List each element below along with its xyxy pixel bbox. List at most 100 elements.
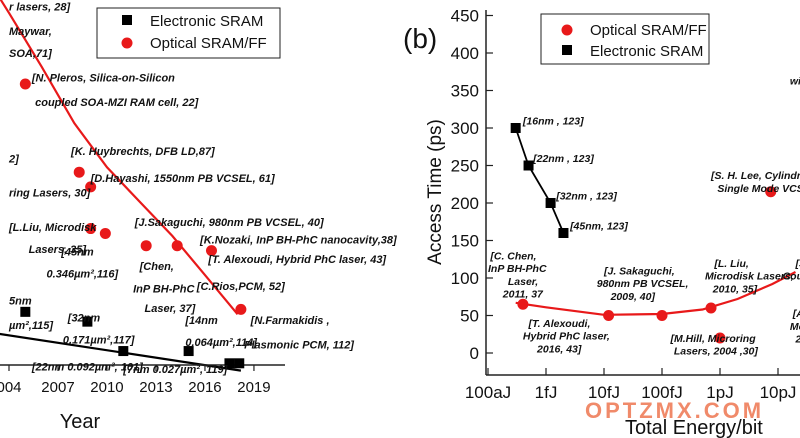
data-point-optical <box>235 303 247 315</box>
legend-marker-optical-sram-a <box>121 37 133 49</box>
legend-marker-electronic-sram-a <box>122 15 132 25</box>
x-tick-label: 2007 <box>41 379 74 396</box>
annotation-label: InP BH-PhC <box>488 263 547 275</box>
data-point-electronic <box>224 358 235 369</box>
trend-line-electronic-sram <box>0 332 242 372</box>
data-point-electronic <box>523 160 534 171</box>
annotation-label: 0.171µm²,117] <box>63 335 135 347</box>
panel-b-label: (b) <box>403 23 437 54</box>
panel-b-ticks: 0 50 100 150 200 250 300 350 400 450 100aJ 1fJ 10fJ 1… <box>451 7 797 403</box>
annotation-label: Plasmonic PCM, 112] <box>244 340 354 352</box>
annotation-label: Coupled <box>783 271 800 283</box>
data-point-optical <box>765 186 777 198</box>
panel-a-legend-electronic-label: Electronic SRAM <box>150 13 263 30</box>
data-point-optical <box>19 78 31 90</box>
annotation-label: [N.Farmakidis , <box>250 315 330 327</box>
annotation-label: [45nm <box>60 247 94 259</box>
data-point-electronic <box>82 316 93 327</box>
annotation-label: [S <box>794 258 800 270</box>
data-point-electronic <box>20 306 31 317</box>
annotation-label: [L. Liu, <box>713 258 748 270</box>
data-point-optical <box>205 245 217 257</box>
x-tick-label: 10fJ <box>588 383 620 402</box>
data-point-optical <box>714 332 726 344</box>
panel-b-x-axis-title: Total Energy/bit <box>625 417 763 438</box>
annotation-label: [T. Alexoudi, Hybrid PhC laser, 43] <box>207 254 386 266</box>
legend-marker-electronic-sram-b <box>562 45 572 55</box>
y-tick-label: 200 <box>451 194 479 213</box>
panel-a-x-axis-title: Year <box>60 411 101 433</box>
panel-b-legend-optical-label: Optical SRAM/FF <box>590 22 707 39</box>
annotation-label: [C.Rios,PCM, 52] <box>196 281 285 293</box>
legend-marker-optical-sram-b <box>561 24 573 36</box>
data-point-electronic <box>545 198 556 208</box>
annotation-label: Laser, 37] <box>145 303 196 315</box>
x-tick-label: 2013 <box>139 379 172 396</box>
y-tick-label: 300 <box>451 119 479 138</box>
annotation-label: [A.Tr <box>792 308 800 320</box>
trend-line-optical-sram-ff <box>515 271 797 316</box>
panel-b-legend-electronic-label: Electronic SRAM <box>590 43 703 60</box>
annotation-label: [T. Alexoudi, <box>528 318 591 330</box>
annotation-label: [32nm <box>67 313 101 325</box>
panel-a-annotations: , Coupled SOAr lasers, 28]Maywar,SOA,71]… <box>8 2 397 377</box>
annotation-label: [16nm , 123] <box>522 115 584 127</box>
x-tick-label: 2016 <box>188 379 221 396</box>
annotation-label: [K. Huybrechts, DFB LD,87] <box>70 146 215 158</box>
annotation-label: [J. Sakaguchi, <box>603 265 675 277</box>
annotation-label: [J.Sakaguchi, 980nm PB VCSEL, 40] <box>134 217 324 229</box>
panel-b-trend-lines <box>515 271 797 316</box>
annotation-label: SOA,71] <box>9 48 52 60</box>
data-point-electronic <box>234 358 245 369</box>
annotation-label: 980nm PB VCSEL, <box>597 278 689 290</box>
annotation-label: [14nm <box>184 315 218 327</box>
annotation-label: [32nm , 123] <box>555 190 617 202</box>
data-point-electronic <box>510 123 521 133</box>
annotation-label: 2013 <box>794 334 800 346</box>
x-tick-label: 100fJ <box>641 383 683 402</box>
annotation-label: 5nm <box>9 296 32 308</box>
annotation-label: r lasers, 28] <box>9 2 70 14</box>
data-point-optical <box>99 227 111 239</box>
panel-a-legend-optical-label: Optical SRAM/FF <box>150 35 267 52</box>
annotation-label: 2009, 40] <box>610 291 656 303</box>
panel-b-chart: 0 50 100 150 200 250 300 350 400 450 100aJ 1fJ 10fJ 1… <box>403 7 800 438</box>
annotation-label: Single Mode VCSE <box>717 183 800 195</box>
panel-b-legend: Optical SRAM/FF Electronic SRAM <box>540 13 710 65</box>
data-point-optical <box>140 240 152 252</box>
panel-a-x-ticks: 004 2007 2010 2013 2016 2019 <box>0 365 271 396</box>
data-point-optical <box>171 240 183 252</box>
annotation-label: Maywar, <box>9 26 52 38</box>
annotation-label: µm²,115] <box>8 320 53 332</box>
panel-b-legend-box <box>540 13 710 65</box>
y-tick-label: 350 <box>451 82 479 101</box>
y-tick-label: 450 <box>451 7 479 26</box>
annotation-label: [45nm, 123] <box>569 220 628 232</box>
annotation-label: [D.Hayashi, 1550nm PB VCSEL, 61] <box>90 173 275 185</box>
connector-line-electronic-sram <box>514 127 565 234</box>
annotation-label: 0.346µm²,116] <box>47 269 119 281</box>
data-point-optical <box>603 310 615 321</box>
panel-b-y-axis-title: Access Time (ps) <box>425 119 446 265</box>
annotation-label: [22nm 0.092µm², 101] <box>31 362 143 374</box>
annotation-label: [N. Pleros, Silica-on-Silicon <box>31 73 175 85</box>
annotation-label: 2010, 35] <box>712 283 758 295</box>
annotation-label: [M.Hill, Microring <box>669 333 756 345</box>
panel-a-trend-lines <box>0 0 242 372</box>
annotation-label: [C. Chen, <box>489 250 536 262</box>
annotation-label: Lasers, 35] <box>29 244 87 256</box>
y-tick-label: 100 <box>451 269 479 288</box>
x-tick-label: 100aJ <box>465 383 511 402</box>
x-tick-label: 2019 <box>237 379 270 396</box>
x-tick-label: 2010 <box>90 379 123 396</box>
panel-b-annotations: [16nm , 123] [22nm , 123] [32nm , 123] [45n… <box>488 76 800 358</box>
annotation-label: [K.Nozaki, InP BH-PhC nanocavity,38] <box>199 234 397 246</box>
annotation-label: InP BH-PhC <box>133 283 195 295</box>
data-point-optical <box>85 223 97 235</box>
annotation-label: Laser, <box>508 276 538 288</box>
annotation-label: Hybrid PhC laser, <box>523 331 610 343</box>
y-tick-label: 250 <box>451 157 479 176</box>
annotation-label: Microdisk Lasers, <box>705 271 794 283</box>
